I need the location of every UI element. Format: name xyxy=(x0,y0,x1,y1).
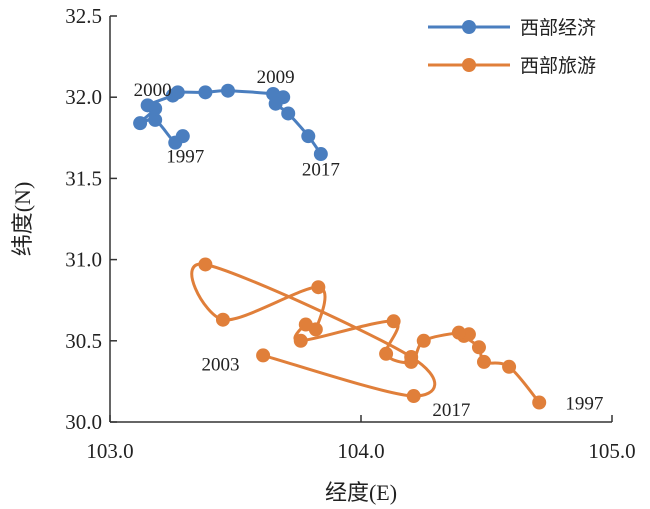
data-point xyxy=(170,85,185,100)
y-tick-label: 30.5 xyxy=(65,329,102,353)
series-2 xyxy=(190,257,547,410)
data-point xyxy=(256,348,271,363)
ticks: 103.0 104.0 105.0 30.0 30.5 31.0 31.5 32.0 32.5 xyxy=(65,4,635,463)
data-point xyxy=(404,350,419,365)
series-line xyxy=(190,262,541,404)
year-annotation: 2017 xyxy=(432,400,470,421)
data-point xyxy=(311,280,326,295)
y-tick-label: 32.5 xyxy=(65,4,102,28)
data-point xyxy=(406,389,421,404)
data-point xyxy=(476,354,491,369)
y-tick-label: 30.0 xyxy=(65,410,102,434)
data-point xyxy=(379,346,394,361)
y-tick-label: 31.0 xyxy=(65,248,102,272)
data-point xyxy=(293,333,308,348)
legend-label: 西部旅游 xyxy=(520,55,596,77)
data-point xyxy=(532,395,547,410)
data-point xyxy=(140,98,155,113)
year-annotation: 1997 xyxy=(565,394,603,415)
data-point xyxy=(301,129,316,144)
year-annotation: 1997 xyxy=(166,147,204,168)
data-point xyxy=(451,325,466,340)
year-annotation: 2009 xyxy=(257,67,295,88)
series-layer xyxy=(133,83,547,410)
annotation-layer: 2000 1997 2009 2017 2003 2017 1997 xyxy=(134,67,604,421)
legend-swatch-marker xyxy=(462,20,476,34)
data-point xyxy=(308,322,323,337)
data-point xyxy=(471,340,486,355)
x-tick-label: 104.0 xyxy=(337,439,384,463)
data-point xyxy=(198,257,213,272)
data-point xyxy=(281,106,296,121)
year-annotation: 2003 xyxy=(201,355,239,376)
series-1 xyxy=(133,83,328,162)
data-point xyxy=(168,135,183,150)
legend-label: 西部经济 xyxy=(520,17,596,39)
x-tick-label: 103.0 xyxy=(86,439,133,463)
year-annotation: 2017 xyxy=(302,160,340,181)
y-tick-label: 32.0 xyxy=(65,85,102,109)
y-tick-label: 31.5 xyxy=(65,166,102,190)
year-annotation: 2000 xyxy=(134,80,172,101)
data-point xyxy=(313,147,328,162)
data-point xyxy=(268,96,283,111)
legend-swatch-marker xyxy=(462,58,476,72)
data-point xyxy=(215,312,230,327)
x-axis-title: 经度(E) xyxy=(325,480,397,505)
data-point xyxy=(198,85,213,100)
y-axis-title: 纬度(N) xyxy=(10,182,35,257)
data-point xyxy=(502,359,517,374)
data-point xyxy=(386,314,401,329)
data-point xyxy=(148,112,163,127)
data-point xyxy=(220,83,235,98)
data-point xyxy=(416,333,431,348)
x-tick-label: 105.0 xyxy=(588,439,635,463)
data-point xyxy=(133,116,148,131)
